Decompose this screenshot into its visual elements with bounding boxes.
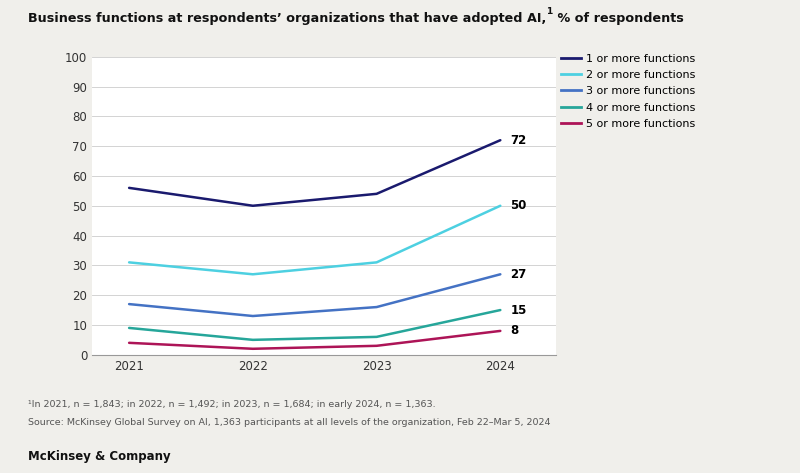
- Text: 50: 50: [510, 199, 526, 212]
- Text: Source: McKinsey Global Survey on AI, 1,363 participants at all levels of the or: Source: McKinsey Global Survey on AI, 1,…: [28, 418, 550, 427]
- Text: 1: 1: [546, 7, 553, 16]
- Text: 72: 72: [510, 134, 526, 147]
- Legend: 1 or more functions, 2 or more functions, 3 or more functions, 4 or more functio: 1 or more functions, 2 or more functions…: [561, 54, 695, 129]
- Text: Business functions at respondents’ organizations that have adopted AI,: Business functions at respondents’ organ…: [28, 12, 546, 25]
- Text: 27: 27: [510, 268, 526, 281]
- Text: % of respondents: % of respondents: [553, 12, 683, 25]
- Text: 8: 8: [510, 324, 518, 337]
- Text: 15: 15: [510, 304, 526, 316]
- Text: McKinsey & Company: McKinsey & Company: [28, 450, 170, 463]
- Text: ¹In 2021, n = 1,843; in 2022, n = 1,492; in 2023, n = 1,684; in early 2024, n = : ¹In 2021, n = 1,843; in 2022, n = 1,492;…: [28, 400, 436, 409]
